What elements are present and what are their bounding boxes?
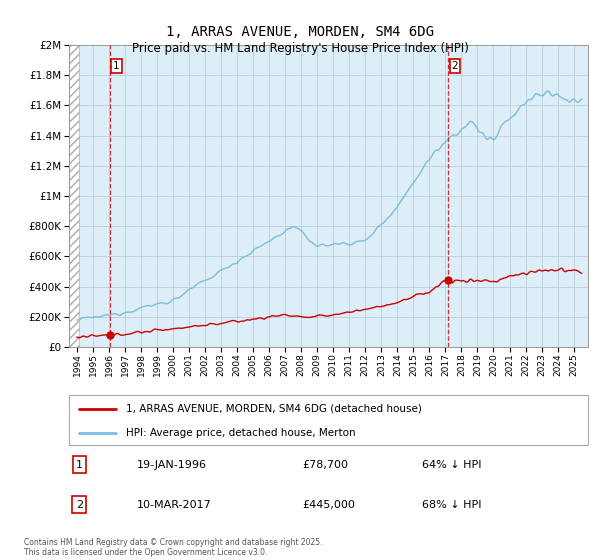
Text: 1, ARRAS AVENUE, MORDEN, SM4 6DG (detached house): 1, ARRAS AVENUE, MORDEN, SM4 6DG (detach…: [126, 404, 422, 414]
Text: Contains HM Land Registry data © Crown copyright and database right 2025.
This d: Contains HM Land Registry data © Crown c…: [24, 538, 323, 557]
Text: 10-MAR-2017: 10-MAR-2017: [136, 500, 211, 510]
Text: 1, ARRAS AVENUE, MORDEN, SM4 6DG: 1, ARRAS AVENUE, MORDEN, SM4 6DG: [166, 25, 434, 39]
FancyBboxPatch shape: [69, 395, 588, 445]
Text: 1: 1: [76, 460, 83, 470]
Text: 64% ↓ HPI: 64% ↓ HPI: [422, 460, 481, 470]
Text: 2: 2: [452, 61, 458, 71]
Text: £445,000: £445,000: [302, 500, 355, 510]
Text: 19-JAN-1996: 19-JAN-1996: [136, 460, 206, 470]
Text: 68% ↓ HPI: 68% ↓ HPI: [422, 500, 481, 510]
Text: Price paid vs. HM Land Registry's House Price Index (HPI): Price paid vs. HM Land Registry's House …: [131, 42, 469, 55]
Text: 1: 1: [113, 61, 119, 71]
Text: £78,700: £78,700: [302, 460, 349, 470]
Text: HPI: Average price, detached house, Merton: HPI: Average price, detached house, Mert…: [126, 428, 356, 437]
Text: 2: 2: [76, 500, 83, 510]
